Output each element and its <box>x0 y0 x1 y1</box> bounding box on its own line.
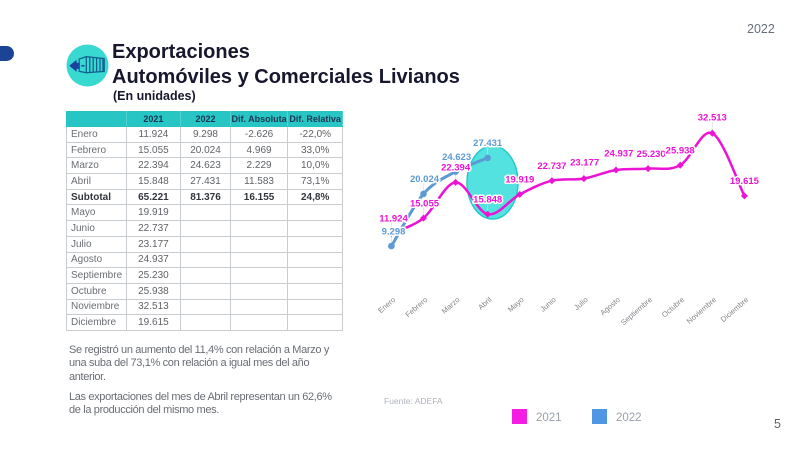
svg-text:Febrero: Febrero <box>404 295 430 319</box>
svg-text:19.919: 19.919 <box>505 175 534 186</box>
svg-text:25.230: 25.230 <box>637 149 666 160</box>
svg-text:24.937: 24.937 <box>604 148 633 159</box>
svg-text:Septiembre: Septiembre <box>619 295 654 327</box>
svg-text:Agosto: Agosto <box>598 295 622 317</box>
svg-text:25.938: 25.938 <box>666 146 695 157</box>
svg-text:19.615: 19.615 <box>730 176 760 187</box>
svg-text:Junio: Junio <box>538 295 557 314</box>
svg-text:27.431: 27.431 <box>473 138 503 149</box>
svg-text:Marzo: Marzo <box>440 295 462 315</box>
svg-text:9.298: 9.298 <box>382 226 406 237</box>
svg-text:Noviembre: Noviembre <box>685 295 718 326</box>
svg-text:23.177: 23.177 <box>570 158 599 169</box>
svg-text:20.024: 20.024 <box>410 174 440 185</box>
svg-text:32.513: 32.513 <box>698 113 727 124</box>
svg-text:24.623: 24.623 <box>442 152 471 163</box>
svg-text:22.394: 22.394 <box>441 163 471 174</box>
svg-text:Abril: Abril <box>476 295 493 312</box>
svg-text:Octubre: Octubre <box>660 295 686 319</box>
svg-text:22.737: 22.737 <box>537 161 566 172</box>
svg-text:15.055: 15.055 <box>410 198 440 209</box>
svg-text:Mayo: Mayo <box>506 295 526 314</box>
svg-text:Julio: Julio <box>572 295 590 312</box>
svg-text:11.924: 11.924 <box>379 214 408 225</box>
svg-text:Diciembre: Diciembre <box>719 295 750 324</box>
svg-text:15.848: 15.848 <box>473 195 502 206</box>
svg-text:Enero: Enero <box>376 295 397 315</box>
